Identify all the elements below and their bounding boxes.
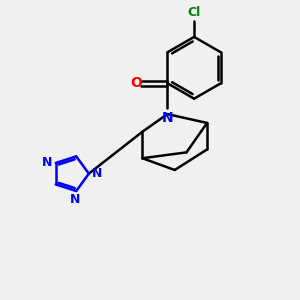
Text: N: N xyxy=(42,157,52,169)
Text: N: N xyxy=(92,167,103,180)
Text: N: N xyxy=(162,111,173,124)
Text: Cl: Cl xyxy=(188,6,201,19)
Text: O: O xyxy=(130,76,142,90)
Text: N: N xyxy=(70,194,80,206)
